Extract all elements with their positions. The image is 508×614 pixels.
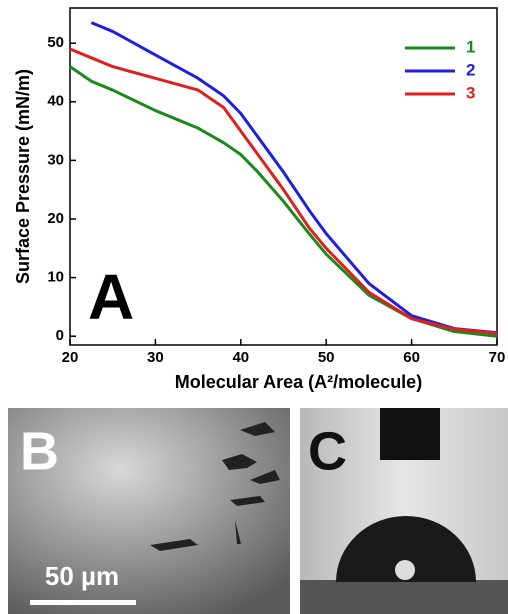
y-tick-label: 40	[47, 93, 64, 110]
legend-label: 3	[466, 83, 475, 102]
y-tick-label: 20	[47, 210, 64, 227]
x-tick-label: 40	[232, 349, 249, 366]
plot-frame	[69, 7, 498, 346]
line	[69, 47, 498, 335]
droplet	[336, 516, 476, 582]
panel-label: A	[88, 261, 134, 333]
x-tick-label: 20	[62, 349, 79, 366]
reflection	[395, 560, 415, 580]
legend-label: 1	[466, 37, 475, 56]
x-tick-label: 70	[489, 349, 506, 366]
y-tick-label: 30	[47, 151, 64, 168]
domains	[150, 422, 280, 551]
y-tick-label: 10	[47, 269, 64, 286]
substrate	[300, 580, 508, 614]
legend-label: 2	[466, 60, 475, 79]
scale-bar-label: 50 µm	[45, 561, 119, 591]
microscopy-image	[8, 408, 290, 614]
x-axis-title: Molecular Area (A²/molecule)	[175, 372, 422, 392]
panel-label: B	[20, 421, 59, 481]
needle	[380, 408, 440, 460]
y-axis-title: Surface Pressure (mN/m)	[13, 69, 33, 284]
x-tick-label: 30	[147, 349, 164, 366]
scale-bar	[30, 600, 136, 605]
line	[90, 21, 498, 335]
x-tick-label: 60	[403, 349, 420, 366]
panel-label: C	[308, 421, 347, 481]
y-tick-label: 0	[56, 327, 64, 344]
y-tick-label: 50	[47, 34, 64, 51]
x-tick-label: 50	[318, 349, 335, 366]
